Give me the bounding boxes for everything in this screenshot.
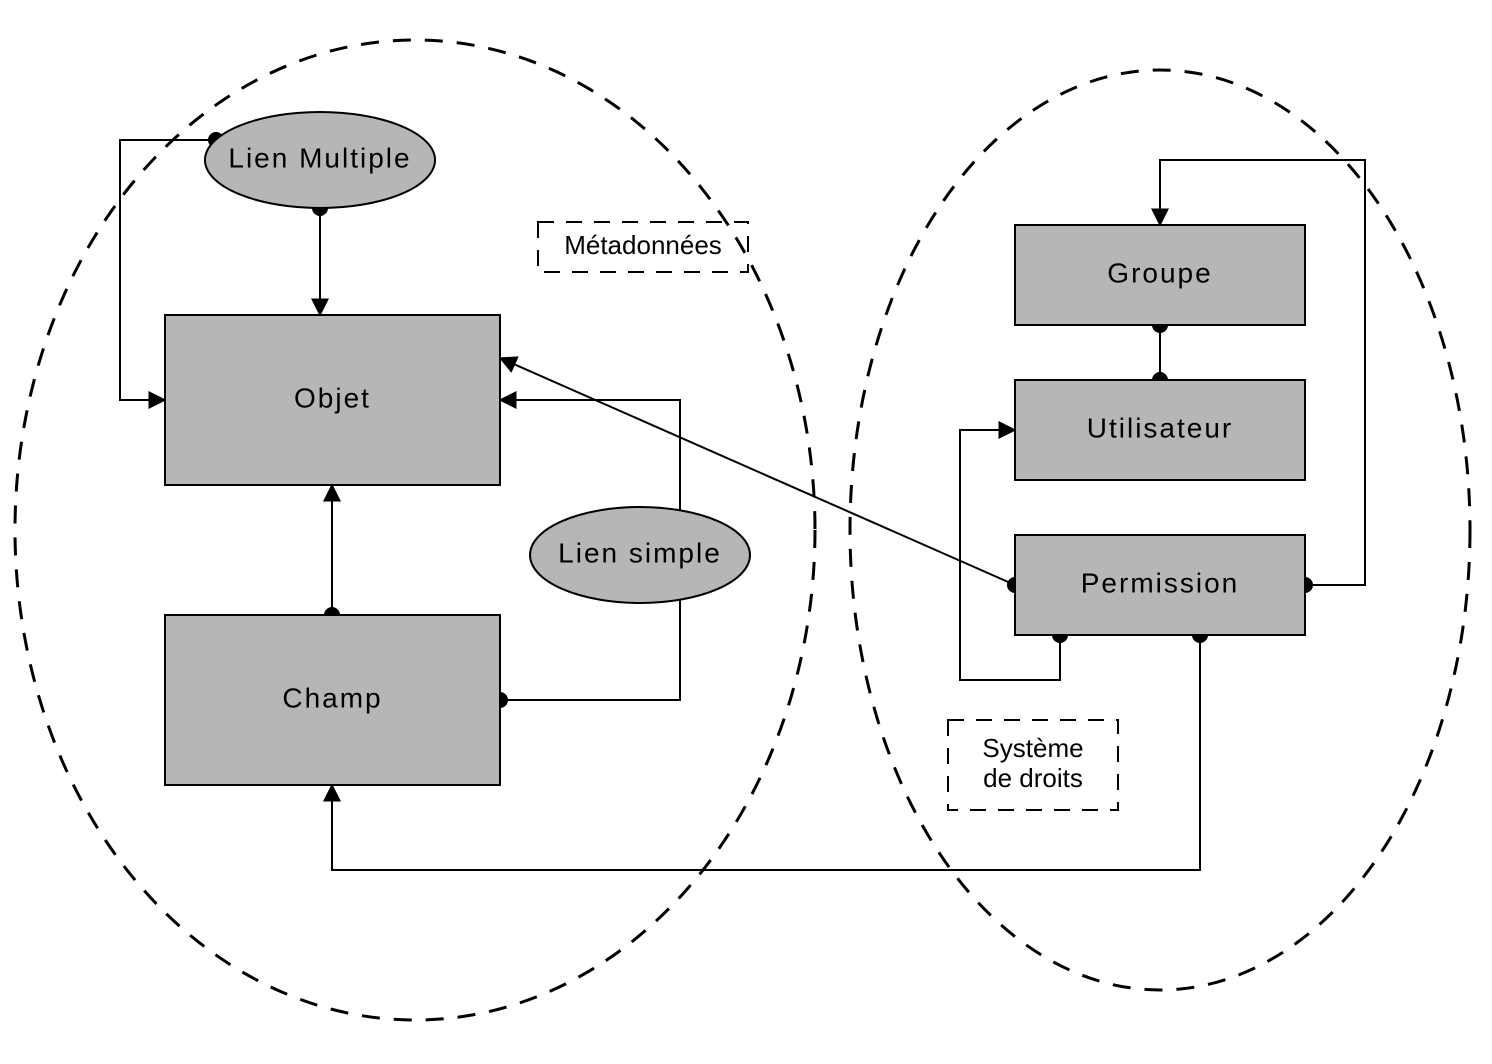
group-left-label: Métadonnées [564,230,722,260]
node-objet: Objet [165,315,500,485]
group-right-label: Systèmede droits [982,733,1083,793]
node-utilisateur: Utilisateur [1015,380,1305,480]
node-lienSimple: Lien simple [530,507,750,603]
node-groupe-label: Groupe [1107,257,1212,288]
node-objet-label: Objet [294,382,371,413]
node-permission: Permission [1015,535,1305,635]
node-champ-label: Champ [282,682,382,713]
node-lienMultiple: Lien Multiple [205,112,435,208]
node-lienMultiple-label: Lien Multiple [228,142,411,173]
permission-to-groupe-loop [1160,160,1365,585]
node-lienSimple-label: Lien simple [558,537,722,568]
node-permission-label: Permission [1081,567,1239,598]
node-utilisateur-label: Utilisateur [1087,412,1233,443]
node-champ: Champ [165,615,500,785]
node-groupe: Groupe [1015,225,1305,325]
diagram-canvas: Objet Champ Lien Multiple Lien simple Groupe… [0,0,1492,1064]
